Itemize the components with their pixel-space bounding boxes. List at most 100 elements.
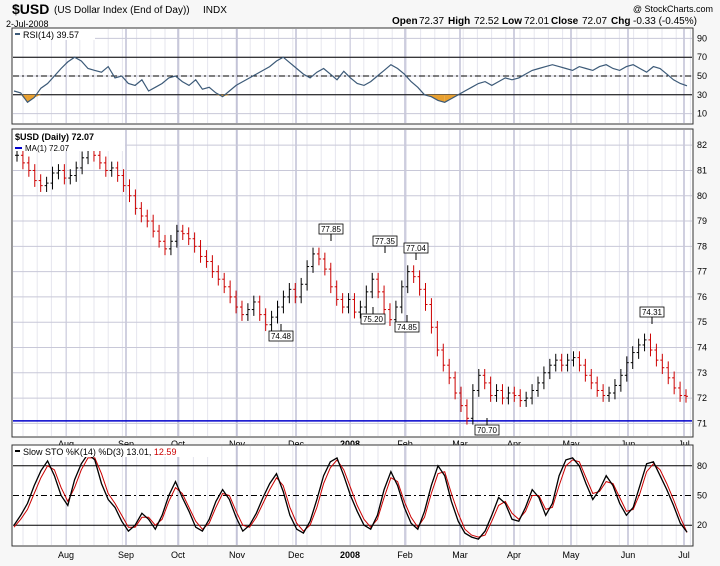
price-bar <box>115 161 120 182</box>
annotation-label: 70.70 <box>477 426 498 435</box>
price-grid <box>13 130 692 436</box>
price-bar <box>476 368 481 397</box>
annotation-box <box>403 242 429 254</box>
annotation-label: 77.85 <box>321 225 342 234</box>
price-bar <box>358 300 363 319</box>
price-annotation: 77.35 <box>372 235 398 253</box>
price-bar <box>535 376 540 397</box>
price-bar <box>251 295 256 316</box>
price-bar <box>186 227 191 246</box>
price-bar <box>630 346 635 369</box>
rsi-tick-label: 30 <box>697 90 707 100</box>
rsi-y-axis: 10 30 50 70 90 <box>697 33 707 118</box>
price-tick-label: 79 <box>697 216 707 226</box>
sto-label: Slow STO %K(14) %D(3) 13.01, 12.59 <box>23 447 176 457</box>
price-bar <box>198 240 203 263</box>
price-bar <box>20 148 25 170</box>
price-bar <box>642 333 647 352</box>
price-bar <box>470 384 475 425</box>
price-bar <box>74 161 79 182</box>
price-bar <box>157 224 162 248</box>
price-bar <box>524 391 529 407</box>
price-bar <box>15 148 19 162</box>
rsi-oversold-fill <box>444 94 452 103</box>
price-annotation: 75.20 <box>360 307 386 325</box>
price-bar <box>547 358 552 380</box>
bottom-x-label: Aug <box>58 550 74 560</box>
open-value: 72.37 <box>419 16 444 27</box>
price-bar <box>68 169 73 185</box>
annotation-box <box>268 330 294 342</box>
price-bar <box>459 386 464 412</box>
price-bar <box>612 379 617 400</box>
rsi-line <box>13 56 688 104</box>
annotation-box <box>639 306 665 318</box>
price-x-label: Sep <box>118 439 134 449</box>
price-bar <box>180 224 185 241</box>
price-bar <box>364 285 369 314</box>
price-bar <box>127 179 132 203</box>
price-bar <box>660 353 665 375</box>
price-bar <box>541 366 546 390</box>
price-annotation: 74.31 <box>639 306 665 324</box>
sto-k-line <box>13 452 688 540</box>
price-bar <box>387 303 392 326</box>
price-tick-label: 82 <box>697 140 707 150</box>
price-bar <box>299 277 304 304</box>
price-bar <box>192 232 197 253</box>
sto-panel: 20 50 80 Slow STO %K(14) %D(3) 13.01, 12.5… <box>11 444 707 547</box>
price-tick-label: 80 <box>697 191 707 201</box>
price-bar <box>405 265 410 294</box>
rsi-grid <box>13 29 692 123</box>
price-annotation: 70.70 <box>474 418 500 436</box>
price-tick-label: 73 <box>697 368 707 378</box>
price-plot <box>15 138 688 425</box>
price-bar <box>204 250 209 268</box>
rsi-tick-label: 10 <box>697 109 707 119</box>
price-bar <box>281 290 286 314</box>
price-bar <box>103 156 108 177</box>
bottom-x-label: Dec <box>288 550 305 560</box>
price-bar <box>210 255 215 278</box>
price-x-label: Dec <box>288 439 305 449</box>
bottom-x-label: May <box>562 550 580 560</box>
price-bar <box>168 234 173 256</box>
low-label: Low <box>502 16 522 27</box>
price-bar <box>151 214 156 238</box>
price-tick-label: 71 <box>697 418 707 428</box>
price-panel: 71 72 73 74 75 76 77 78 79 80 81 82 Aug Sep Oct Nov Dec… <box>11 128 707 449</box>
price-bar <box>429 298 434 334</box>
bottom-x-axis: Aug Sep Oct Nov Dec 2008 Feb Mar Apr May Jun Jul <box>58 550 690 560</box>
price-bar <box>618 368 623 392</box>
price-tick-label: 76 <box>697 292 707 302</box>
ma-label: MA(1) 72.07 <box>25 144 70 153</box>
price-bar <box>269 310 274 332</box>
open-label: Open <box>392 16 418 27</box>
chg-value: -0.33 (-0.45%) <box>633 16 697 27</box>
price-bar <box>133 189 138 215</box>
price-bar <box>382 285 387 316</box>
price-bar <box>316 247 321 266</box>
price-bar <box>145 209 150 228</box>
price-x-label: Aug <box>58 439 74 449</box>
high-value: 72.52 <box>474 16 499 27</box>
price-bar <box>228 280 233 304</box>
price-bar <box>464 399 469 425</box>
price-bar <box>684 389 688 403</box>
bottom-x-label: Apr <box>507 550 521 560</box>
copyright: @ StockCharts.com <box>633 4 713 14</box>
rsi-label: RSI(14) 39.57 <box>23 30 79 40</box>
price-bar <box>654 343 659 367</box>
price-tick-label: 74 <box>697 342 707 352</box>
sto-tick-label: 80 <box>697 461 707 471</box>
price-bar <box>328 262 333 294</box>
price-bar <box>275 300 280 324</box>
rsi-tick-label: 50 <box>697 71 707 81</box>
price-bar <box>636 338 641 359</box>
annotation-label: 75.20 <box>363 315 384 324</box>
price-bar <box>257 295 262 321</box>
price-bar <box>62 164 67 185</box>
bottom-x-label: Oct <box>171 550 186 560</box>
rsi-panel: 10 30 50 70 90 RSI(14) 39.57 <box>11 27 707 125</box>
